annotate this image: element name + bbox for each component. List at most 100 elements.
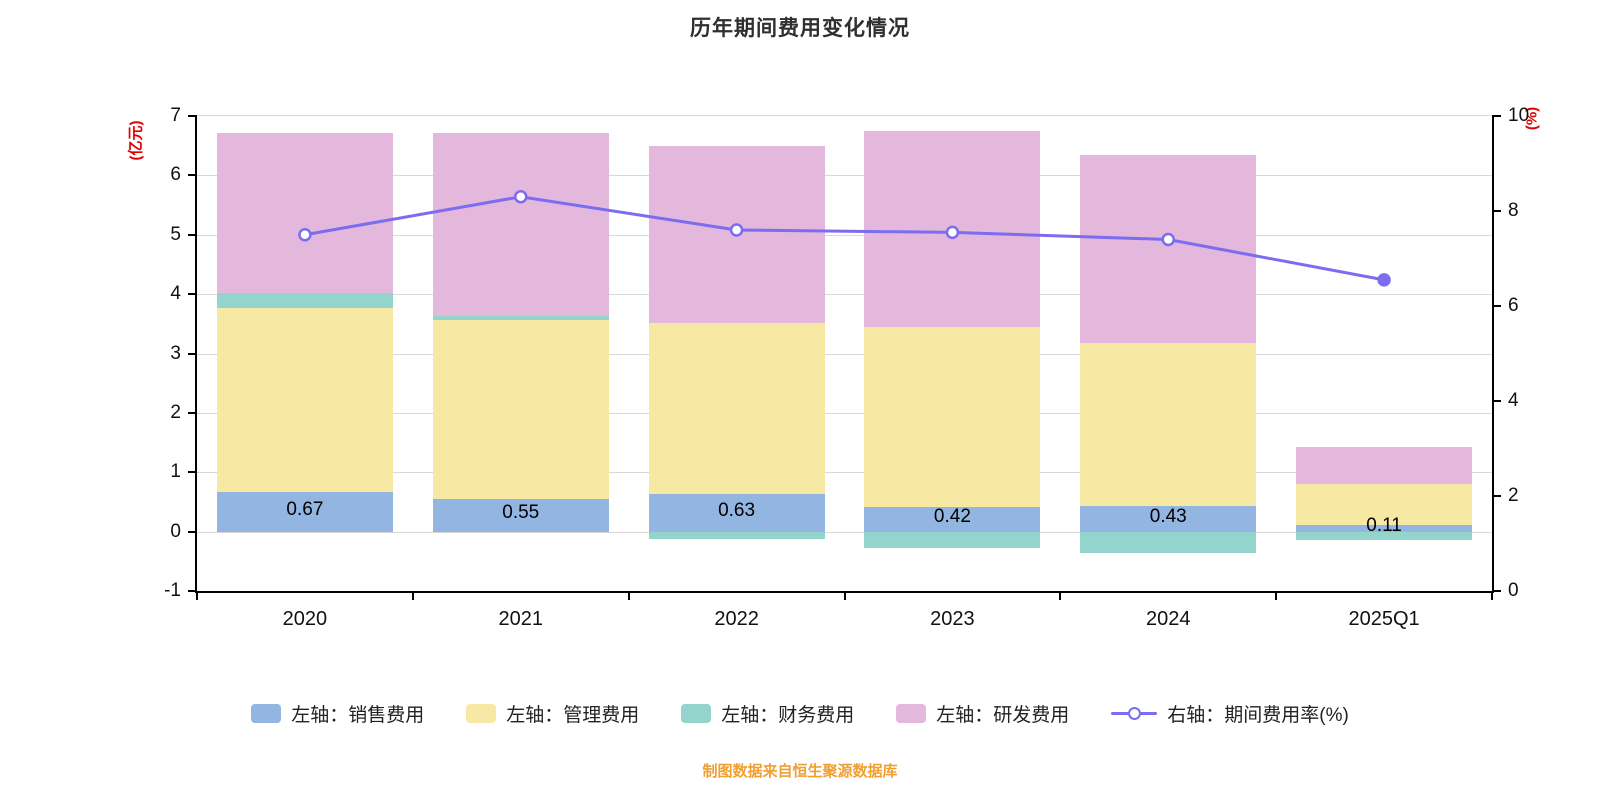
x-axis-tick-label: 2023: [930, 608, 975, 630]
left-axis-tick: [188, 293, 197, 296]
left-axis-tick: [188, 590, 197, 592]
line-point: [298, 228, 312, 242]
bar-value-label: 0.11: [1366, 515, 1402, 537]
x-axis-tick: [196, 591, 198, 600]
left-axis-tick: [188, 530, 197, 533]
legend-item[interactable]: 左轴：研发费用: [896, 700, 1069, 727]
grid-line: [197, 175, 1492, 177]
line-point: [1161, 232, 1175, 247]
bar-value-label: 0.42: [933, 506, 971, 528]
grid-line: [197, 234, 1492, 236]
right-axis-tick: [1492, 210, 1501, 212]
x-axis-tick: [1491, 591, 1493, 600]
bar-segment: [216, 307, 393, 492]
trend-line: [304, 195, 1385, 282]
left-axis-tick: [188, 471, 197, 474]
x-axis-tick: [1275, 591, 1278, 600]
left-axis-tick-label: 3: [170, 342, 181, 364]
x-axis-tick: [411, 591, 414, 600]
bar-segment: [1296, 525, 1473, 532]
bar-segment: [216, 491, 393, 532]
bar-segment: [1080, 531, 1257, 553]
legend-swatch: [466, 704, 497, 723]
bar-segment: [432, 132, 609, 316]
left-axis-tick: [188, 233, 197, 236]
legend-item[interactable]: 右轴：期间费用率(%): [1111, 700, 1349, 727]
legend-label: 右轴：期间费用率(%): [1167, 705, 1349, 726]
left-axis-tick-label: 4: [170, 283, 181, 305]
bar-segment: [864, 506, 1041, 532]
legend-item[interactable]: 左轴：管理费用: [466, 700, 639, 727]
left-axis-tick-label: 1: [170, 461, 181, 483]
left-axis-tick: [188, 411, 197, 414]
line-point: [729, 223, 744, 237]
right-axis-tick-label: 10: [1508, 105, 1530, 126]
left-axis-tick-label: 7: [170, 105, 181, 126]
right-axis-tick: [1492, 590, 1501, 592]
right-axis-tick: [1492, 115, 1501, 117]
legend-label: 左轴：销售费用: [291, 705, 425, 726]
bar-segment: [216, 292, 393, 308]
left-axis-tick: [188, 174, 197, 177]
legend-label: 左轴：研发费用: [936, 705, 1070, 726]
legend-label: 左轴：财务费用: [721, 705, 855, 726]
bar-segment: [1296, 484, 1473, 526]
bar-segment: [1296, 447, 1473, 485]
bar-segment: [864, 531, 1041, 549]
left-axis-tick: [188, 352, 197, 355]
legend-label: 左轴：管理费用: [506, 705, 640, 726]
line-point: [945, 225, 960, 240]
bar-segment: [1296, 531, 1473, 540]
legend-line-marker: [1111, 704, 1158, 723]
bar-segment: [216, 132, 393, 293]
legend-dot: [1127, 707, 1141, 720]
right-axis-tick-label: 8: [1508, 200, 1519, 221]
bar-segment: [432, 498, 609, 532]
legend-swatch: [681, 704, 712, 723]
x-axis-tick: [843, 591, 846, 600]
x-axis-tick: [1059, 591, 1062, 600]
bar-segment: [432, 315, 609, 320]
right-axis-tick-label: 6: [1508, 295, 1519, 316]
x-axis-tick-label: 2024: [1146, 608, 1191, 630]
legend: 左轴：销售费用 左轴：管理费用 左轴：财务费用 左轴：研发费用 右轴：期间费用率(%): [0, 700, 1600, 727]
right-axis-tick-label: 0: [1508, 580, 1519, 601]
right-axis-tick: [1492, 305, 1501, 307]
legend-item[interactable]: 左轴：销售费用: [251, 700, 424, 727]
bar-segment: [648, 323, 825, 495]
x-axis-tick: [627, 591, 630, 600]
trend-line-layer: [298, 190, 1391, 287]
legend-swatch: [896, 704, 927, 723]
right-axis-tick-label: 4: [1508, 390, 1519, 411]
grid-line: [197, 294, 1492, 296]
left-axis-tick-label: 2: [170, 401, 181, 423]
legend-item[interactable]: 左轴：财务费用: [681, 700, 854, 727]
grid-line: [197, 353, 1492, 355]
bar-segment: [648, 531, 825, 539]
x-axis-tick-label: 2022: [714, 608, 759, 630]
legend-swatch: [251, 704, 282, 723]
bar-segment: [648, 494, 825, 532]
left-axis-tick-label: -1: [164, 580, 181, 601]
bar-segment: [1080, 343, 1257, 507]
source-note: 制图数据来自恒生聚源数据库: [702, 763, 898, 780]
right-axis-tick: [1492, 495, 1501, 497]
bar-segment: [432, 319, 609, 499]
left-axis-tick-label: 6: [170, 164, 181, 186]
bar-segment: [1080, 506, 1257, 532]
x-axis-tick-label: 2020: [282, 608, 328, 630]
bar-segment: [864, 326, 1041, 507]
line-point: [514, 190, 528, 204]
bar-value-label: 0.43: [1149, 505, 1187, 527]
bar-value-label: 0.55: [502, 502, 540, 524]
x-axis-tick-label: 2025Q1: [1348, 608, 1420, 630]
line-point: [1377, 273, 1391, 287]
grid-line: [197, 531, 1492, 533]
left-axis-tick: [188, 115, 197, 117]
left-axis-tick-label: 0: [170, 520, 181, 542]
chart-title: 历年期间费用变化情况: [690, 17, 910, 40]
bar-value-label: 0.67: [286, 498, 324, 520]
bar-value-label: 0.63: [718, 499, 756, 521]
grid-line: [197, 412, 1492, 414]
